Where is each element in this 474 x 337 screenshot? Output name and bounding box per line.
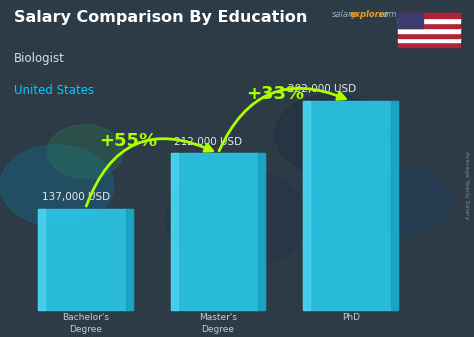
- Circle shape: [356, 168, 450, 236]
- Text: +55%: +55%: [99, 131, 157, 150]
- Circle shape: [275, 94, 389, 175]
- Polygon shape: [398, 28, 460, 33]
- Text: explorer: explorer: [350, 10, 389, 19]
- Polygon shape: [303, 101, 310, 310]
- Polygon shape: [38, 209, 45, 310]
- Polygon shape: [398, 33, 460, 37]
- Polygon shape: [171, 153, 178, 310]
- Polygon shape: [171, 153, 265, 310]
- Text: PhD: PhD: [342, 313, 360, 323]
- Circle shape: [0, 145, 114, 226]
- Text: Biologist: Biologist: [14, 52, 65, 65]
- Text: Salary Comparison By Education: Salary Comparison By Education: [14, 10, 308, 25]
- Text: 137,000 USD: 137,000 USD: [42, 192, 110, 202]
- Polygon shape: [391, 101, 398, 310]
- Circle shape: [166, 168, 308, 270]
- Polygon shape: [398, 13, 423, 28]
- Polygon shape: [398, 42, 460, 47]
- Text: +33%: +33%: [246, 85, 304, 102]
- Polygon shape: [38, 209, 133, 310]
- Polygon shape: [126, 209, 133, 310]
- Text: salary: salary: [332, 10, 357, 19]
- Circle shape: [47, 125, 123, 179]
- Polygon shape: [398, 18, 460, 23]
- Text: Master's
Degree: Master's Degree: [199, 313, 237, 334]
- Text: Average Yearly Salary: Average Yearly Salary: [465, 151, 469, 220]
- Polygon shape: [398, 13, 460, 18]
- Text: 212,000 USD: 212,000 USD: [174, 136, 243, 147]
- Polygon shape: [398, 23, 460, 28]
- Text: United States: United States: [14, 84, 94, 97]
- Polygon shape: [303, 101, 398, 310]
- Text: .com: .com: [377, 10, 397, 19]
- Text: Bachelor's
Degree: Bachelor's Degree: [62, 313, 109, 334]
- Polygon shape: [398, 37, 460, 42]
- Polygon shape: [258, 153, 265, 310]
- Text: 282,000 USD: 282,000 USD: [288, 84, 356, 94]
